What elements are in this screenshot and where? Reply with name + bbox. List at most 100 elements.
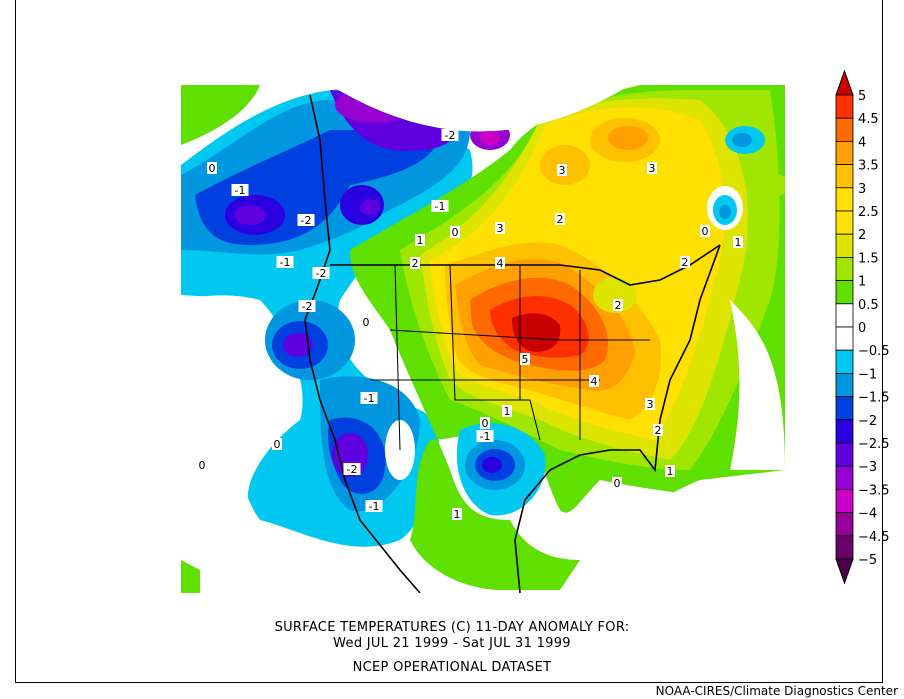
colorbar-tick-label: −2 bbox=[858, 414, 877, 429]
contour-label: -1 bbox=[365, 500, 383, 513]
contour-label: -2 bbox=[298, 300, 316, 313]
svg-text:-1: -1 bbox=[280, 256, 291, 269]
contour-label: -1 bbox=[276, 256, 294, 269]
svg-text:0: 0 bbox=[209, 162, 216, 175]
svg-text:1: 1 bbox=[454, 508, 461, 521]
colorbar-tick-label: 1.5 bbox=[858, 251, 879, 266]
colorbar-tick-label: 3 bbox=[858, 182, 866, 197]
colorbar-tick-label: −0.5 bbox=[858, 344, 890, 359]
svg-text:-2: -2 bbox=[316, 267, 327, 280]
contour-label: -1 bbox=[360, 392, 378, 405]
colorbar-tick-label: 3.5 bbox=[858, 159, 879, 174]
colorbar-swatch bbox=[835, 280, 854, 305]
contour-label: 3 bbox=[645, 398, 655, 411]
colorbar-swatch bbox=[835, 396, 854, 421]
colorbar-tick-label: −2.5 bbox=[858, 437, 890, 452]
contour-label: 2 bbox=[680, 256, 690, 269]
colorbar-tick-label: 0.5 bbox=[858, 298, 879, 313]
colorbar-tick-label: 5 bbox=[858, 89, 866, 104]
colorbar-tick-label: −3 bbox=[858, 460, 877, 475]
svg-text:0: 0 bbox=[199, 459, 206, 472]
svg-text:-1: -1 bbox=[235, 184, 246, 197]
colorbar-tick-label: 4.5 bbox=[858, 112, 879, 127]
svg-text:3: 3 bbox=[647, 398, 654, 411]
colorbar-swatch bbox=[835, 349, 854, 374]
svg-text:-1: -1 bbox=[435, 200, 446, 213]
svg-text:2: 2 bbox=[615, 299, 622, 312]
contour-label: -2 bbox=[343, 463, 361, 476]
contour-label: 0 bbox=[207, 162, 217, 175]
colorbar-tick-label: −5 bbox=[858, 553, 877, 568]
contour-label: 0 bbox=[700, 225, 710, 238]
colorbar-tick-label: 0 bbox=[858, 321, 866, 336]
svg-text:-1: -1 bbox=[480, 430, 491, 443]
colorbar-over-arrow bbox=[835, 69, 854, 96]
svg-text:-1: -1 bbox=[369, 500, 380, 513]
colorbar-tick-label: −1 bbox=[858, 367, 877, 382]
colorbar-swatch bbox=[835, 419, 854, 444]
contour-label: 4 bbox=[589, 375, 599, 388]
colorbar-swatch bbox=[835, 326, 854, 351]
colorbar-swatch bbox=[835, 94, 854, 119]
svg-text:1: 1 bbox=[504, 405, 511, 418]
svg-text:-2: -2 bbox=[302, 300, 313, 313]
contour-label: 4 bbox=[495, 257, 505, 270]
plot-frame bbox=[15, 0, 883, 683]
contour-label: 2 bbox=[613, 299, 623, 312]
colorbar-swatch bbox=[835, 372, 854, 397]
colorbar-swatch bbox=[835, 512, 854, 537]
colorbar-swatch bbox=[835, 465, 854, 490]
colorbar-tick-label: −4 bbox=[858, 507, 877, 522]
contour-label: 1 bbox=[415, 234, 425, 247]
svg-text:3: 3 bbox=[497, 222, 504, 235]
colorbar-tick-label: −4.5 bbox=[858, 530, 890, 545]
colorbar-swatch bbox=[835, 140, 854, 165]
svg-text:0: 0 bbox=[482, 417, 489, 430]
svg-text:2: 2 bbox=[655, 424, 662, 437]
date-range: Wed JUL 21 1999 - Sat JUL 31 1999 bbox=[333, 636, 571, 651]
svg-text:-2: -2 bbox=[347, 463, 358, 476]
svg-text:1: 1 bbox=[667, 465, 674, 478]
svg-text:0: 0 bbox=[702, 225, 709, 238]
colorbar-tick-label: 2.5 bbox=[858, 205, 879, 220]
contour-label: 2 bbox=[555, 213, 565, 226]
coastline-gulf bbox=[514, 244, 721, 593]
contour-label: 0 bbox=[197, 459, 207, 472]
svg-text:0: 0 bbox=[614, 477, 621, 490]
colorbar-swatch bbox=[835, 187, 854, 212]
colorbar-tick-label: 4 bbox=[858, 135, 866, 150]
colorbar-swatch bbox=[835, 535, 854, 560]
contour-label: 1 bbox=[733, 236, 743, 249]
svg-text:2: 2 bbox=[412, 257, 419, 270]
colorbar-tick-label: −3.5 bbox=[858, 483, 890, 498]
contour-label: 2 bbox=[653, 424, 663, 437]
contour-label: 0 bbox=[480, 417, 490, 430]
colorbar-swatch bbox=[835, 256, 854, 281]
contour-label: 3 bbox=[647, 162, 657, 175]
dataset-label: NCEP OPERATIONAL DATASET bbox=[352, 660, 552, 675]
contour-label: -1 bbox=[231, 184, 249, 197]
contour-label: -1 bbox=[431, 200, 449, 213]
region-green bbox=[181, 85, 260, 145]
colorbar-swatch bbox=[835, 303, 854, 328]
svg-text:-1: -1 bbox=[364, 392, 375, 405]
coastline-west bbox=[304, 94, 421, 593]
colorbar-swatch bbox=[835, 233, 854, 258]
contour-label: 0 bbox=[272, 438, 282, 451]
colorbar-swatch bbox=[835, 442, 854, 467]
contour-label: -2 bbox=[297, 214, 315, 227]
colorbar-swatch bbox=[835, 488, 854, 513]
svg-text:2: 2 bbox=[557, 213, 564, 226]
colorbar-under-arrow bbox=[835, 558, 854, 585]
contour-label: 0 bbox=[450, 226, 460, 239]
map-title: SURFACE TEMPERATURES (C) 11-DAY ANOMALY … bbox=[274, 620, 630, 635]
contour-label: -2 bbox=[312, 267, 330, 280]
contour-label: 3 bbox=[495, 222, 505, 235]
colorbar-tick-label: 2 bbox=[858, 228, 866, 243]
contour-label: 2 bbox=[410, 257, 420, 270]
contour-label: 1 bbox=[665, 465, 675, 478]
svg-text:-2: -2 bbox=[445, 129, 456, 142]
contour-label: 1 bbox=[502, 405, 512, 418]
contour-label: 5 bbox=[520, 353, 530, 366]
